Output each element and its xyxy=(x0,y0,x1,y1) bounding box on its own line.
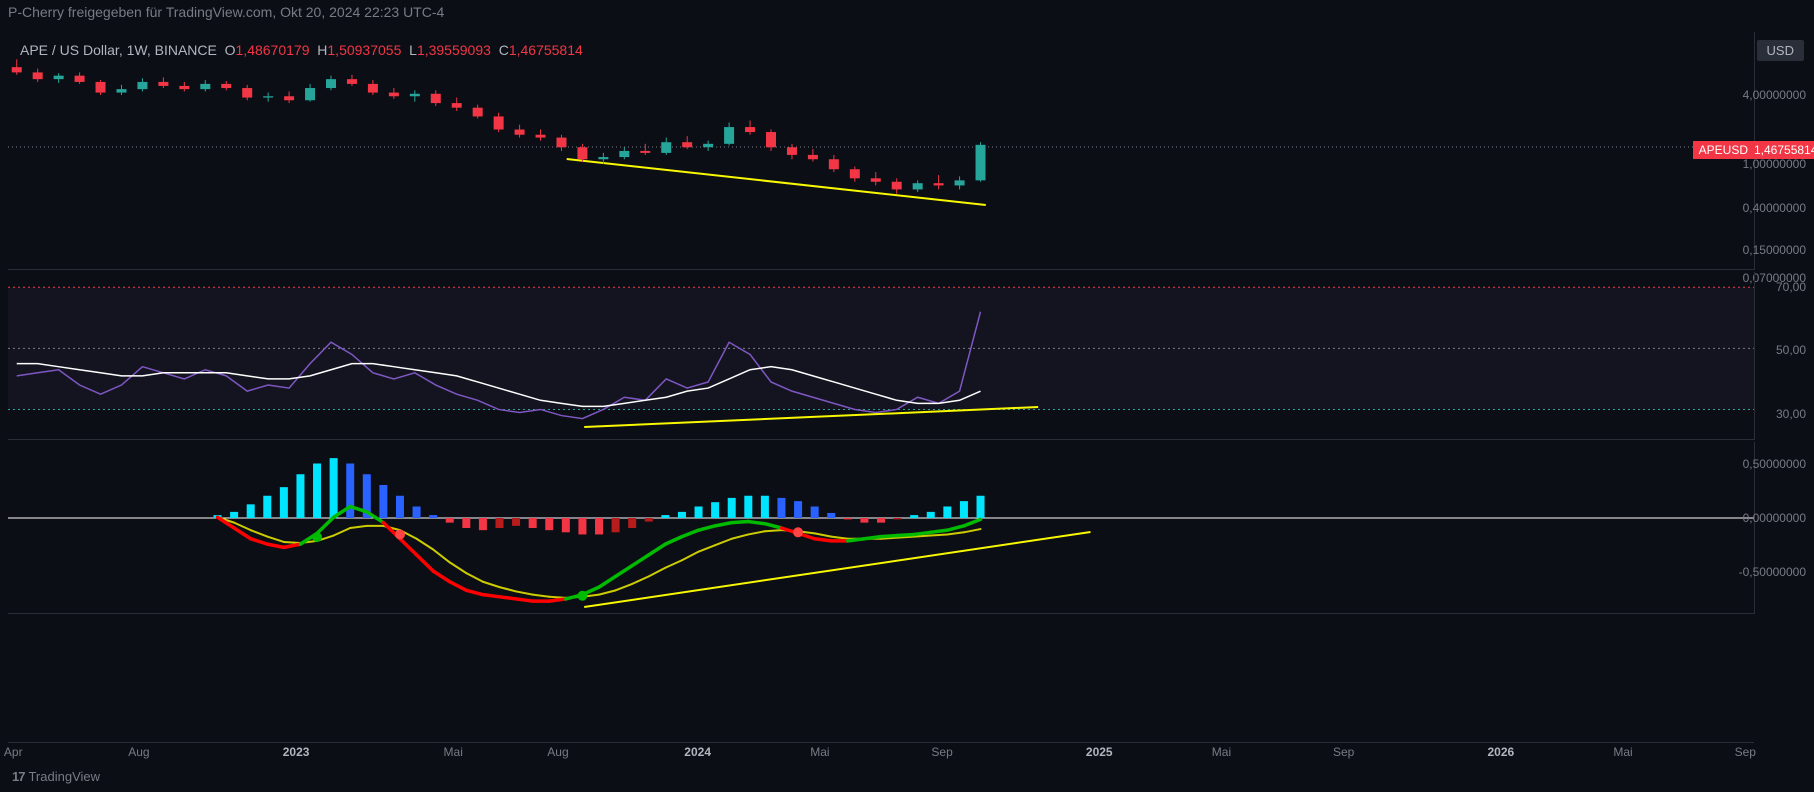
y-label: 50,00 xyxy=(1776,343,1806,357)
y-label: 0,50000000 xyxy=(1743,457,1806,471)
time-label: 2026 xyxy=(1487,745,1514,759)
price-pane[interactable] xyxy=(8,32,1754,270)
y-label: -0,50000000 xyxy=(1739,565,1806,579)
y-label: 1,00000000 xyxy=(1743,157,1806,171)
y-label: 0,00000000 xyxy=(1743,511,1806,525)
time-label: Aug xyxy=(128,745,149,759)
time-label: Aug xyxy=(547,745,568,759)
y-label: 70,00 xyxy=(1776,280,1806,294)
time-label: 2024 xyxy=(684,745,711,759)
symbol-price-tag: APEUSD xyxy=(1693,141,1754,159)
y-label: 0,40000000 xyxy=(1743,201,1806,215)
tv-icon: 17 xyxy=(12,769,24,784)
time-label: 2023 xyxy=(283,745,310,759)
tradingview-logo: 17TradingView xyxy=(12,769,100,784)
time-axis[interactable]: AprAug2023MaiAug2024MaiSep2025MaiSep2026… xyxy=(8,742,1754,764)
y-label: 30,00 xyxy=(1776,407,1806,421)
time-label: Apr xyxy=(4,745,23,759)
time-label: Mai xyxy=(444,745,463,759)
last-price-tag: 1,46755814 xyxy=(1754,141,1814,159)
time-label: Mai xyxy=(1613,745,1632,759)
time-label: Sep xyxy=(1735,745,1756,759)
chart-attribution: P-Cherry freigegeben für TradingView.com… xyxy=(8,4,444,20)
time-label: Sep xyxy=(1333,745,1354,759)
time-label: 2025 xyxy=(1086,745,1113,759)
macd-pane[interactable] xyxy=(8,442,1754,614)
time-label: Mai xyxy=(1212,745,1231,759)
y-label: 4,00000000 xyxy=(1743,88,1806,102)
macd-yaxis[interactable]: 0,500000000,00000000-0,50000000 xyxy=(1754,442,1814,614)
time-label: Sep xyxy=(931,745,952,759)
time-label: Mai xyxy=(810,745,829,759)
rsi-pane[interactable] xyxy=(8,272,1754,440)
y-label: 0,15000000 xyxy=(1743,243,1806,257)
rsi-yaxis[interactable]: 70,00 50,00 30,00 xyxy=(1754,272,1814,440)
